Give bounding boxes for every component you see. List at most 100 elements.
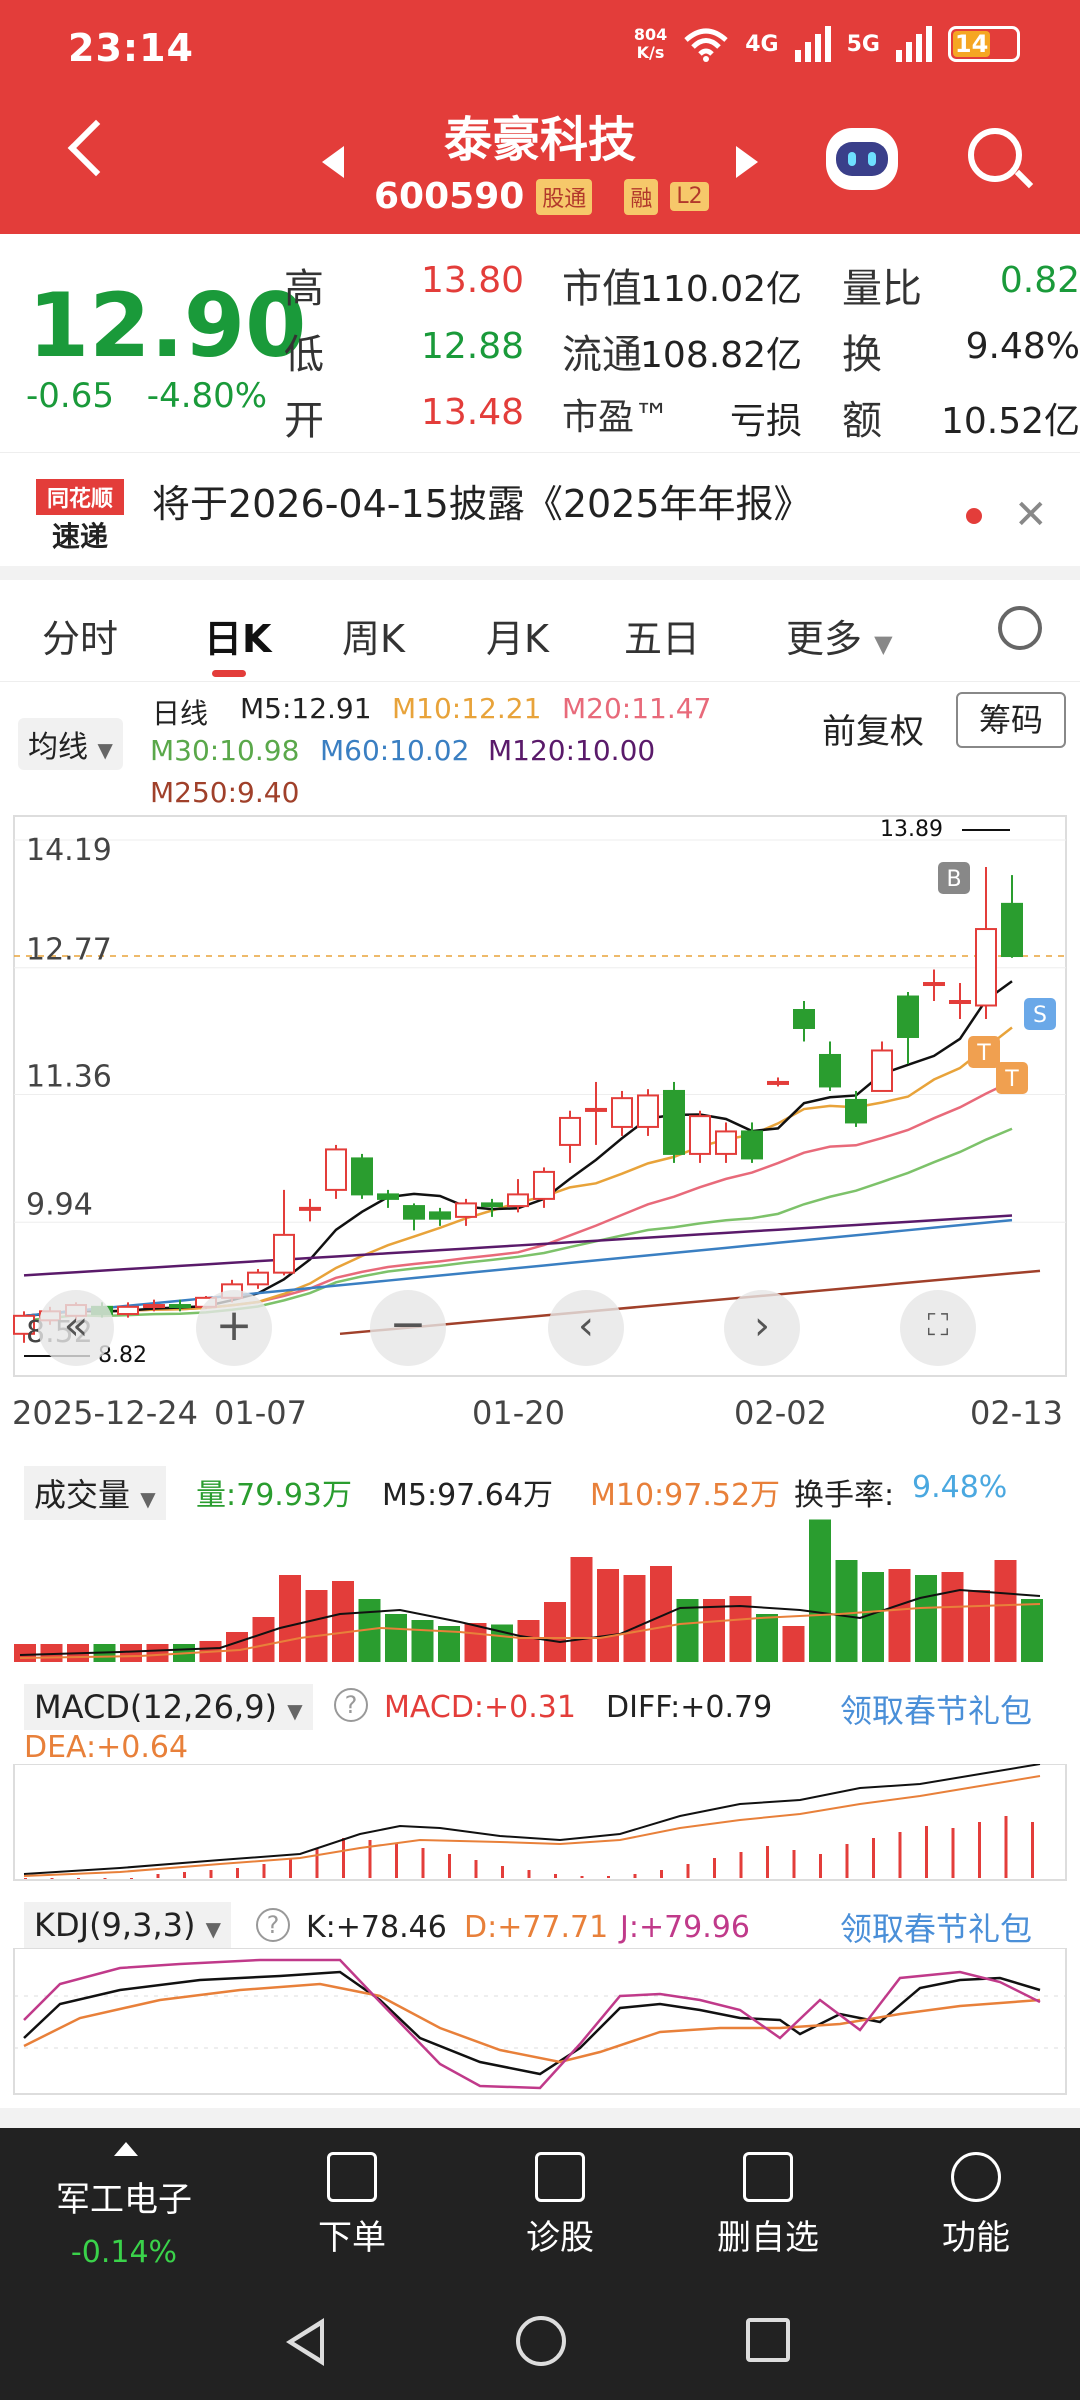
turnover-rate-label: 换手率: (794, 1478, 895, 1513)
candle-body (247, 1271, 269, 1286)
volume-bar (597, 1569, 619, 1662)
volume-bar (385, 1614, 407, 1662)
promo-link-kdj[interactable]: 领取春节礼包 (840, 1910, 1033, 1948)
candle-body (819, 1053, 841, 1088)
search-icon[interactable] (968, 128, 1022, 182)
macd-bar (315, 1848, 319, 1878)
candle-body (663, 1089, 685, 1155)
app-header: 23:14 804 K/s 4G 5G (0, 0, 1080, 234)
x-label-3: 02-02 (734, 1394, 827, 1432)
candle-body (975, 928, 997, 1007)
ma-m250: M250:9.40 (150, 776, 300, 809)
volume-bar (650, 1566, 672, 1662)
volume-bar (570, 1557, 593, 1662)
macd-bar (1031, 1822, 1034, 1878)
battery-level: 14 (953, 30, 991, 58)
ma250-line (339, 1269, 1041, 1336)
volume-chart (14, 1519, 1043, 1662)
kline-candles (13, 866, 1023, 1343)
ma-select-label: 均线 (28, 730, 88, 765)
macd-histogram (24, 1816, 1034, 1879)
t-marker-2 (996, 1062, 1028, 1094)
vr-label: 量比 (842, 266, 922, 312)
candle-body (689, 1115, 711, 1155)
macd-bar (819, 1854, 822, 1878)
zoom-in-button[interactable]: + (196, 1290, 272, 1366)
remove-watchlist-button[interactable]: 删自选 (688, 2152, 848, 2259)
ma-select[interactable]: 均线 ▼ (18, 718, 123, 770)
nav-recent-icon[interactable] (746, 2318, 790, 2362)
volume-bar (968, 1590, 990, 1662)
volume-bar (252, 1617, 275, 1662)
chevron-up-icon (114, 2142, 138, 2156)
nav-home-icon[interactable] (516, 2316, 566, 2366)
volume-bars (14, 1519, 1043, 1662)
help-icon[interactable]: ? (334, 1688, 368, 1722)
zoom-out-button[interactable]: − (370, 1290, 446, 1366)
candle-body (481, 1202, 503, 1208)
low-label: 低 (284, 332, 324, 378)
ma-m120: M120:10.00 (488, 734, 656, 767)
next-stock-icon[interactable] (736, 146, 758, 178)
candle-body (507, 1193, 529, 1208)
function-button[interactable]: 功能 (896, 2152, 1056, 2259)
tab-daily-k[interactable]: 日K (204, 617, 272, 661)
tab-five-day[interactable]: 五日 (624, 617, 701, 661)
ai-robot-icon[interactable] (826, 128, 898, 190)
volume-bar (332, 1581, 354, 1662)
news-headline[interactable]: 将于2026-04-15披露《2025年年报》 (152, 482, 812, 526)
net-speed: 804 K/s (634, 26, 667, 62)
candle-body (793, 1009, 815, 1029)
t-marker (968, 1036, 1000, 1068)
pan-right-button[interactable]: › (724, 1290, 800, 1366)
volume-bar (305, 1590, 328, 1662)
order-button[interactable]: 下单 (272, 2152, 432, 2259)
ma30-line (23, 1127, 1013, 1322)
kdj-select[interactable]: KDJ(9,3,3) ▼ (24, 1902, 232, 1948)
network-4g-label: 4G (745, 31, 779, 57)
settings-gear-icon[interactable] (998, 606, 1042, 650)
section-divider (0, 2108, 1080, 2128)
volume-bar (279, 1575, 301, 1662)
macd-bar (580, 1876, 584, 1878)
sector-info[interactable]: 军工电子 -0.14% (44, 2172, 204, 2270)
tab-weekly-k[interactable]: 周K (342, 617, 405, 661)
volume-select[interactable]: 成交量 ▼ (24, 1466, 166, 1520)
news-logo-bottom: 速递 (51, 520, 108, 553)
turnover-value: 9.48% (965, 326, 1080, 367)
tab-monthly-k[interactable]: 月K (486, 617, 549, 661)
prev-stock-icon[interactable] (322, 146, 344, 178)
tab-intraday[interactable]: 分时 (42, 617, 119, 661)
kdj-k-line (23, 1970, 1041, 2076)
promo-link-macd[interactable]: 领取春节礼包 (840, 1692, 1033, 1730)
volume-bar (809, 1519, 831, 1662)
candle-body (143, 1304, 165, 1309)
adjust-mode[interactable]: 前复权 (822, 712, 924, 752)
pe-label: 市盈™ (562, 397, 671, 438)
chips-button[interactable]: 筹码 (956, 692, 1066, 748)
fullscreen-icon[interactable]: ⛶ (900, 1290, 976, 1366)
net-speed-value: 804 (633, 25, 668, 44)
news-ticker[interactable]: 同花顺 速递 将于2026-04-15披露《2025年年报》 (0, 452, 1080, 564)
ma-m20: M20:11.47 (562, 692, 712, 725)
sell-marker-text: S (1033, 1003, 1047, 1028)
close-icon[interactable]: ✕ (1014, 492, 1048, 538)
volume-bar (623, 1575, 646, 1662)
macd-bar (607, 1876, 610, 1878)
pan-left-button[interactable]: ‹ (548, 1290, 624, 1366)
macd-select[interactable]: MACD(12,26,9) ▼ (24, 1684, 313, 1730)
t-marker-text: T (976, 1041, 991, 1066)
tab-more[interactable]: 更多 ▼ (786, 608, 893, 663)
amount-value: 10.52亿 (940, 401, 1080, 442)
macd-bar (501, 1866, 504, 1878)
rewind-button[interactable]: « (38, 1290, 114, 1366)
nav-back-inner (294, 2326, 320, 2358)
volume-bar (358, 1599, 381, 1662)
diagnose-button[interactable]: 诊股 (480, 2152, 640, 2259)
macd-bar (395, 1844, 398, 1878)
macd-bar (845, 1844, 849, 1878)
volume-bar (835, 1560, 858, 1662)
help-icon[interactable]: ? (256, 1908, 290, 1942)
